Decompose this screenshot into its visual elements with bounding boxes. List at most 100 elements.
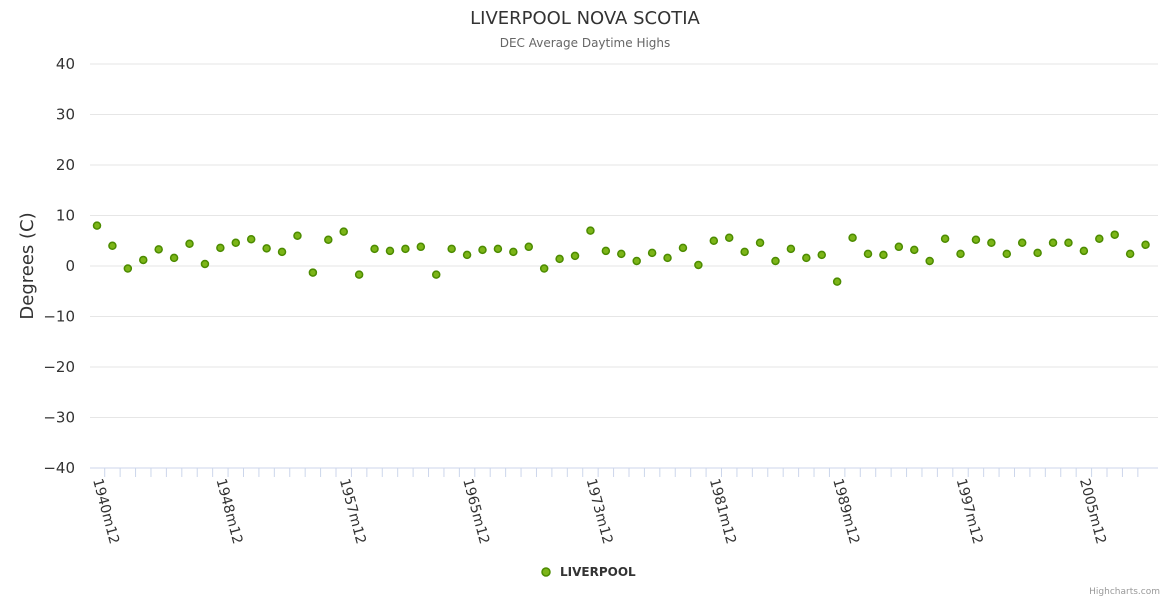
data-point[interactable] <box>771 256 780 266</box>
data-point[interactable] <box>462 250 472 260</box>
data-point[interactable] <box>478 245 487 255</box>
x-axis-ticks <box>104 468 1139 477</box>
data-point[interactable] <box>493 244 503 254</box>
data-point[interactable] <box>246 234 256 244</box>
legend[interactable]: LIVERPOOL <box>541 565 636 579</box>
grid-lines <box>90 63 1158 418</box>
data-point[interactable] <box>1017 238 1027 248</box>
x-tick-label: 1981m12 <box>706 477 739 546</box>
data-point[interactable] <box>370 244 379 254</box>
data-point[interactable] <box>231 238 241 248</box>
x-tick-label: 1973m12 <box>583 477 616 546</box>
x-tick-label: 1948m12 <box>212 477 245 546</box>
data-point[interactable] <box>385 246 395 256</box>
data-point[interactable] <box>1125 249 1135 259</box>
data-point[interactable] <box>832 277 842 286</box>
y-tick-label: −10 <box>43 308 75 326</box>
data-point[interactable] <box>848 233 857 242</box>
data-point[interactable] <box>1002 249 1012 259</box>
data-point[interactable] <box>169 253 179 263</box>
data-point[interactable] <box>354 270 364 279</box>
data-point[interactable] <box>447 244 456 254</box>
data-point[interactable] <box>416 242 426 252</box>
data-point[interactable] <box>987 238 996 248</box>
data-point[interactable] <box>910 245 919 255</box>
data-point[interactable] <box>632 256 641 266</box>
data-point[interactable] <box>262 244 271 253</box>
data-point[interactable] <box>339 227 348 236</box>
y-axis-ticks: 40 30 20 10 0 −10 −20 −30 −40 <box>43 55 75 477</box>
data-point[interactable] <box>570 251 580 261</box>
data-point[interactable] <box>509 247 518 257</box>
data-point[interactable] <box>401 244 410 254</box>
data-point[interactable] <box>663 253 672 263</box>
x-tick-label: 1957m12 <box>336 477 369 546</box>
data-point[interactable] <box>1141 240 1150 250</box>
data-point[interactable] <box>1064 238 1073 248</box>
chart-title: LIVERPOOL NOVA SCOTIA <box>470 8 700 29</box>
data-point[interactable] <box>709 236 719 245</box>
data-point[interactable] <box>431 270 441 279</box>
data-point[interactable] <box>524 242 534 252</box>
data-point[interactable] <box>617 249 626 259</box>
data-point[interactable] <box>802 253 811 263</box>
data-point[interactable] <box>925 256 934 266</box>
data-point[interactable] <box>139 255 148 265</box>
y-tick-label: −30 <box>43 409 75 427</box>
data-point[interactable] <box>740 247 749 257</box>
data-point[interactable] <box>92 221 102 230</box>
data-point[interactable] <box>694 260 703 270</box>
data-point[interactable] <box>724 233 734 242</box>
data-point[interactable] <box>216 243 225 253</box>
data-point[interactable] <box>971 235 981 244</box>
data-point[interactable] <box>863 249 873 259</box>
data-point[interactable] <box>324 235 333 244</box>
x-tick-label: 1940m12 <box>89 477 122 546</box>
x-tick-label: 1989m12 <box>829 477 862 546</box>
data-point[interactable] <box>308 268 318 277</box>
y-tick-label: −40 <box>43 459 75 477</box>
data-point[interactable] <box>1033 248 1042 258</box>
data-point[interactable] <box>817 250 826 260</box>
legend-label[interactable]: LIVERPOOL <box>560 565 636 579</box>
y-tick-label: 30 <box>56 106 75 124</box>
data-point[interactable] <box>1110 230 1119 239</box>
data-point[interactable] <box>154 245 163 254</box>
x-tick-label: 1997m12 <box>953 477 986 546</box>
credits-link[interactable]: Highcharts.com <box>1089 587 1160 597</box>
data-point[interactable] <box>956 249 965 259</box>
data-point[interactable] <box>879 250 888 260</box>
data-point[interactable] <box>586 226 595 235</box>
y-axis-label: Degrees (C) <box>17 212 38 319</box>
data-point[interactable] <box>786 244 796 254</box>
series-liverpool <box>92 221 1150 286</box>
data-point[interactable] <box>755 238 765 248</box>
data-point[interactable] <box>293 231 302 240</box>
data-point[interactable] <box>555 254 564 264</box>
x-tick-label: 2005m12 <box>1076 477 1109 546</box>
data-point[interactable] <box>200 259 210 269</box>
legend-marker <box>541 567 551 577</box>
data-point[interactable] <box>601 246 611 256</box>
data-point[interactable] <box>678 243 688 253</box>
data-point[interactable] <box>123 264 133 273</box>
data-point[interactable] <box>277 247 287 257</box>
data-point[interactable] <box>647 248 657 258</box>
data-point[interactable] <box>1079 246 1089 256</box>
chart-subtitle: DEC Average Daytime Highs <box>500 36 671 50</box>
y-tick-label: 0 <box>65 257 75 275</box>
y-tick-label: 10 <box>56 207 75 225</box>
data-point[interactable] <box>185 239 194 249</box>
data-point[interactable] <box>108 241 117 251</box>
data-point[interactable] <box>539 264 549 273</box>
x-tick-label: 1965m12 <box>459 477 492 546</box>
x-axis-labels: 1940m12 1948m12 1957m12 1965m12 1973m12 1981m… <box>89 477 1109 546</box>
y-tick-label: −20 <box>43 358 75 376</box>
data-point[interactable] <box>1048 238 1058 248</box>
y-tick-label: 20 <box>56 156 75 174</box>
data-point[interactable] <box>940 234 950 243</box>
data-point[interactable] <box>894 242 904 252</box>
y-tick-label: 40 <box>56 55 75 73</box>
data-point[interactable] <box>1095 234 1104 243</box>
